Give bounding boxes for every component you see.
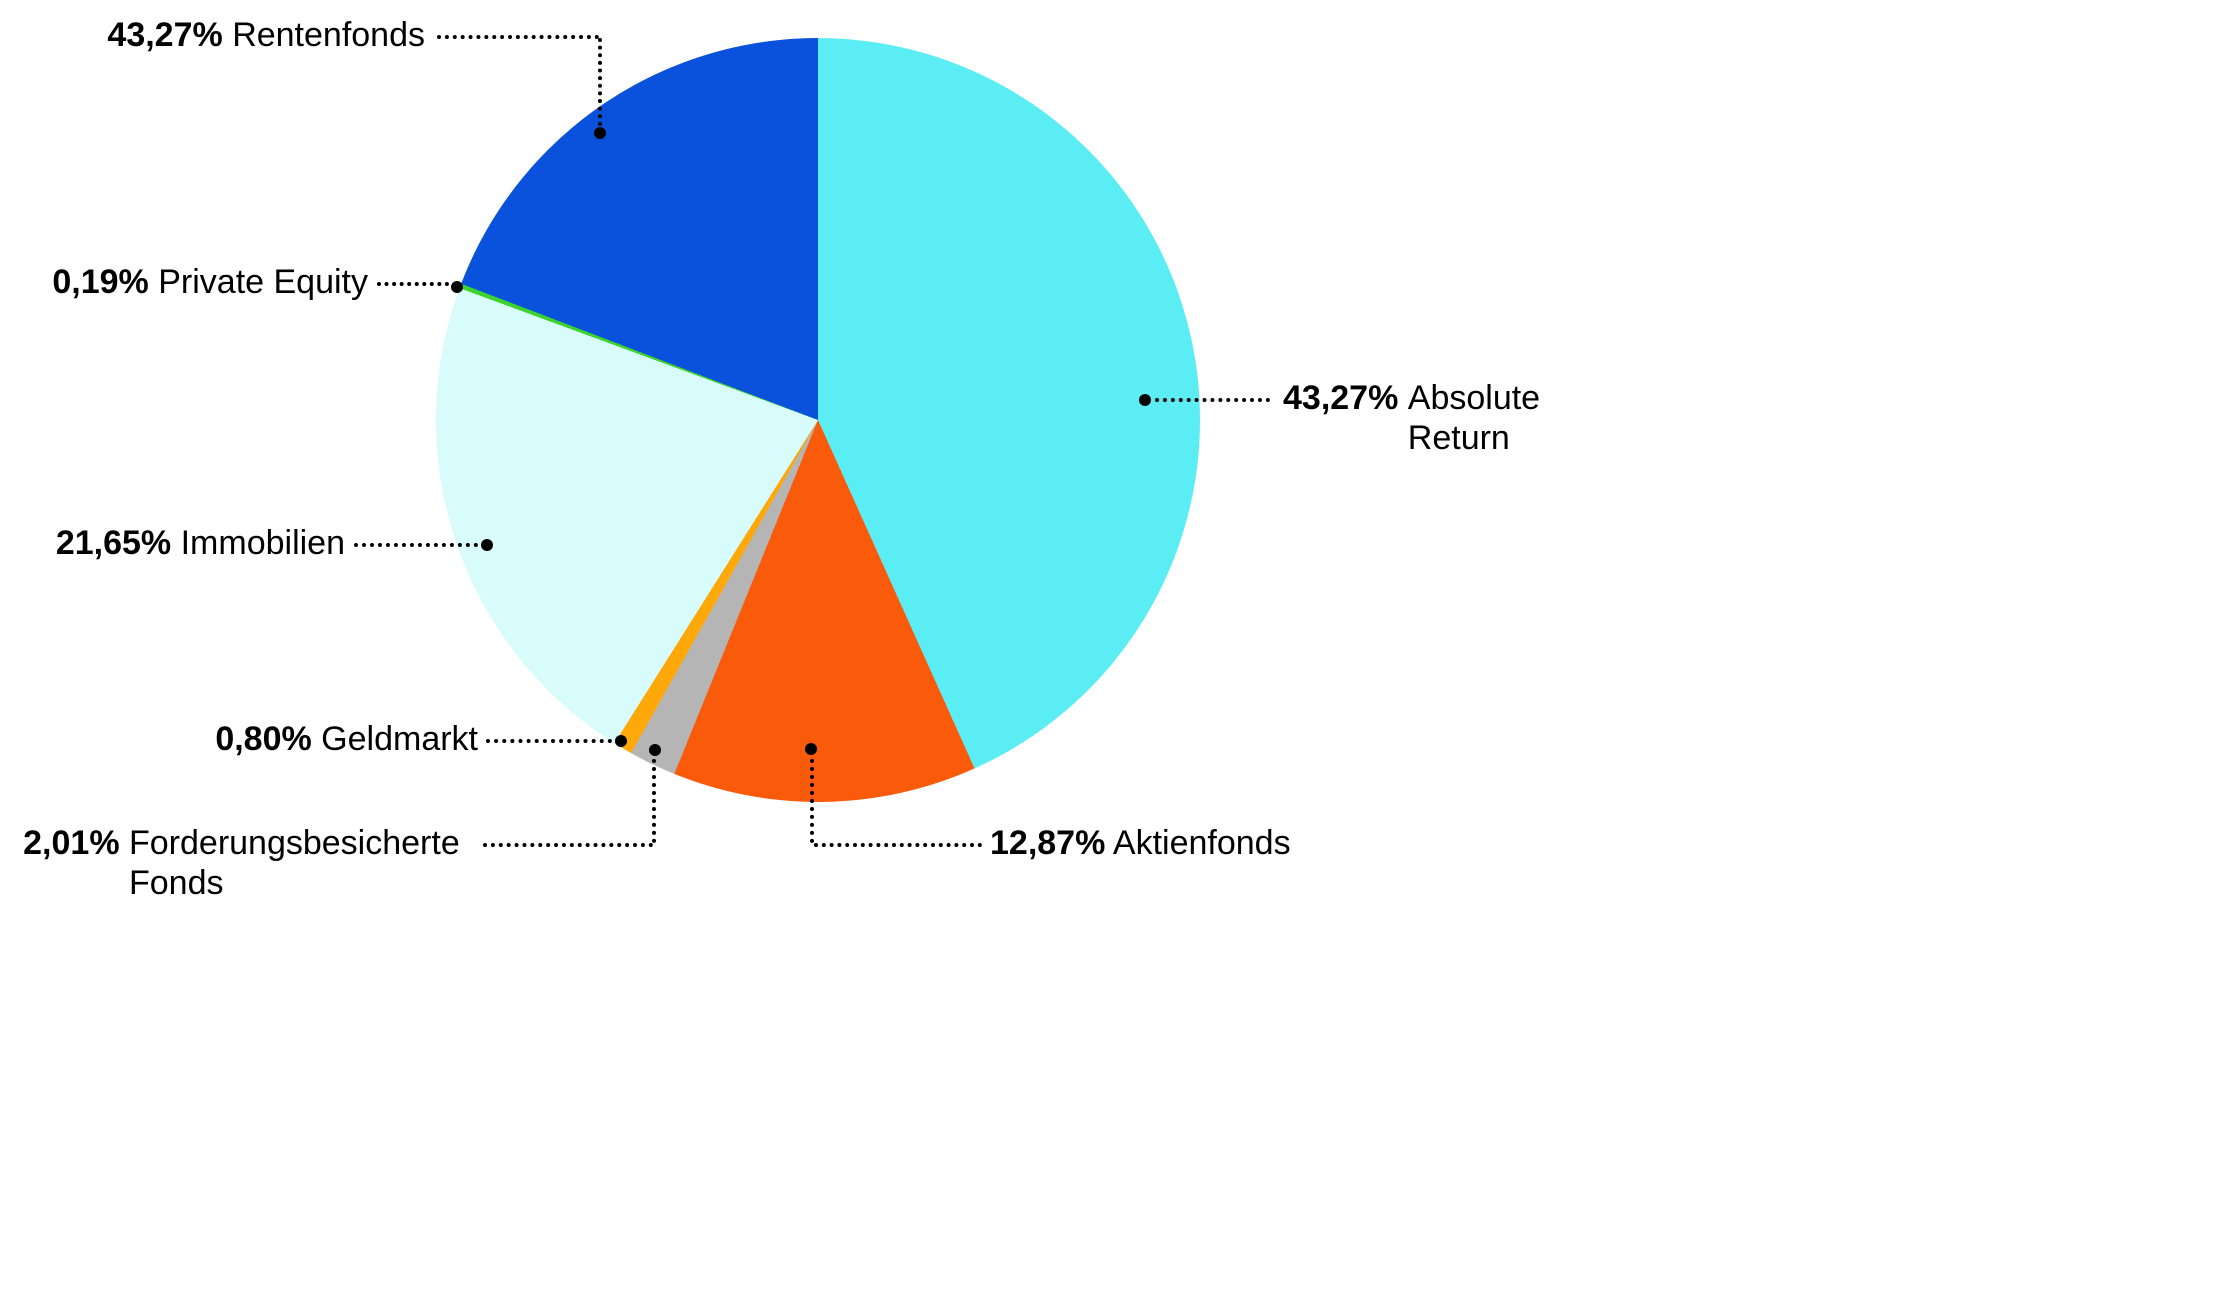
name-geldmarkt: Geldmarkt	[321, 720, 478, 758]
pct-aktienfonds: 12,87%	[990, 824, 1106, 862]
leader-dot-immobilien	[481, 539, 493, 551]
pie-chart	[436, 38, 1200, 802]
name-forderungsbesicherte-fonds: Forderungsbesicherte Fonds	[129, 824, 460, 902]
leader-line-rentenfonds-h	[437, 35, 599, 39]
label-forderungsbesicherte-fonds: 2,01% Forderungsbesicherte Fonds	[23, 823, 467, 903]
label-aktienfonds: 12,87% Aktienfonds	[990, 823, 1291, 863]
label-rentenfonds: 43,27% Rentenfonds	[107, 15, 425, 55]
leader-dot-private-equity	[451, 281, 463, 293]
name-private-equity: Private Equity	[158, 263, 368, 301]
leader-line-geldmarkt	[486, 739, 612, 743]
label-geldmarkt: 0,80% Geldmarkt	[215, 719, 478, 759]
pct-geldmarkt: 0,80%	[215, 720, 312, 758]
leader-line-aktienfonds-h	[814, 843, 982, 847]
pct-forderungsbesicherte-fonds: 2,01%	[23, 824, 120, 862]
pct-rentenfonds: 43,27%	[107, 16, 223, 54]
pct-immobilien: 21,65%	[55, 524, 172, 562]
leader-line-private-equity	[377, 282, 449, 286]
leader-dot-forderungsbesicherte	[649, 744, 661, 756]
name-immobilien: Immobilien	[180, 524, 345, 562]
pct-absolute-return: 43,27%	[1283, 379, 1399, 417]
leader-dot-absolute-return	[1139, 394, 1151, 406]
label-absolute-return: 43,27% Absolute Return	[1283, 378, 1568, 458]
label-immobilien: 21,65% Immobilien	[56, 523, 345, 563]
leader-line-absolute-return	[1155, 398, 1270, 402]
leader-dot-rentenfonds	[594, 127, 606, 139]
pct-private-equity: 0,19%	[52, 263, 149, 301]
leader-line-immobilien	[354, 543, 478, 547]
name-rentenfonds: Rentenfonds	[232, 16, 425, 54]
leader-line-rentenfonds-v	[598, 38, 602, 126]
leader-line-forderungsbesicherte-v	[652, 759, 656, 843]
name-aktienfonds: Aktienfonds	[1112, 824, 1291, 862]
leader-line-forderungsbesicherte-h	[483, 843, 653, 847]
name-absolute-return: Absolute Return	[1407, 379, 1541, 457]
label-private-equity: 0,19% Private Equity	[52, 262, 368, 302]
leader-dot-geldmarkt	[615, 735, 627, 747]
leader-line-aktienfonds-v	[810, 759, 814, 843]
leader-dot-aktienfonds	[805, 743, 817, 755]
